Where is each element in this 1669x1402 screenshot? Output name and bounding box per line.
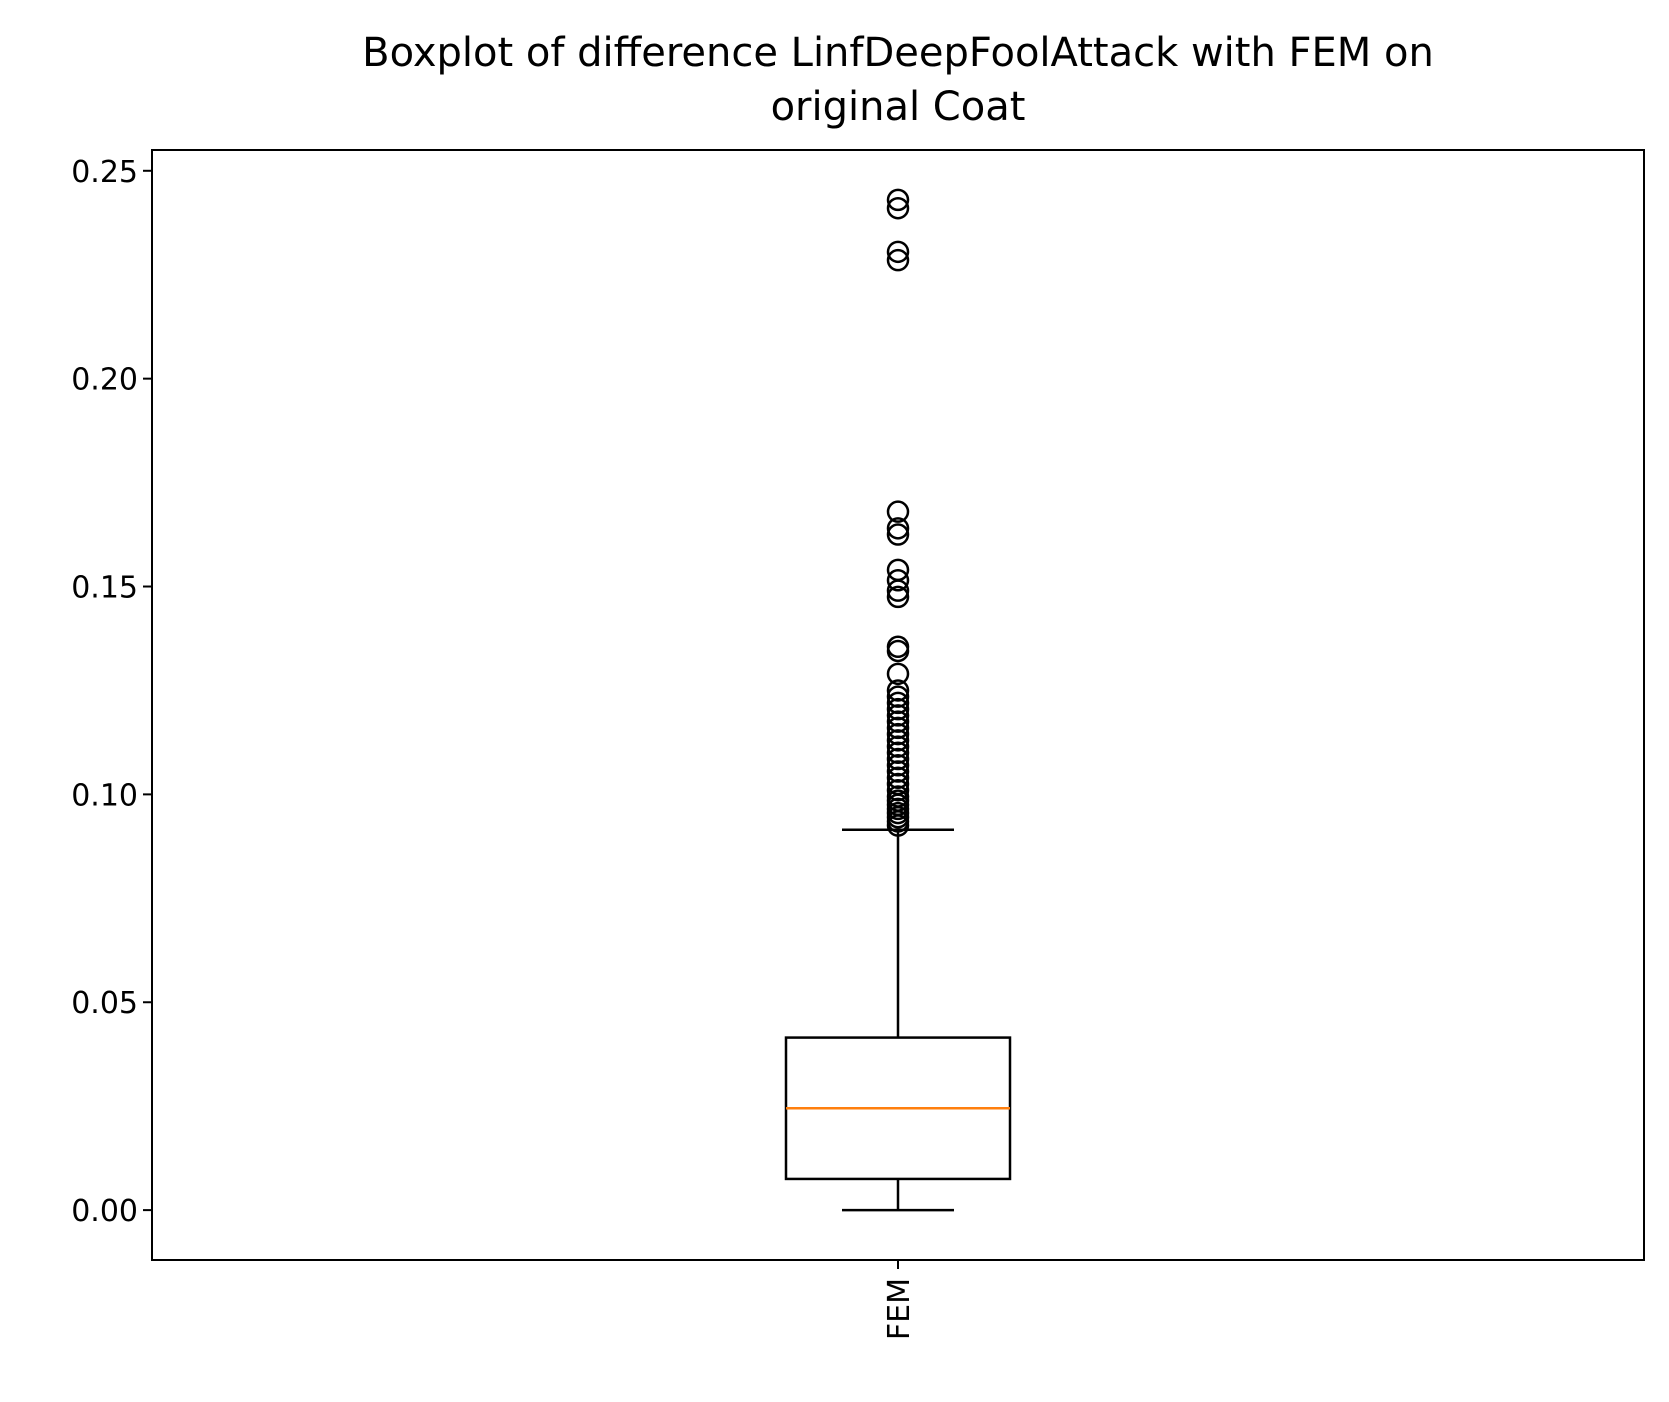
axes: 0.00 0.05 0.10 0.15 0.20 0.25 FEM [71,155,917,1340]
outlier-point [886,558,910,582]
chart-title-line-2: original Coat [771,84,1026,130]
outlier-point [886,662,910,686]
outlier-point [886,741,910,765]
outlier-point [886,635,910,659]
outlier-point [886,747,910,771]
outlier-point [886,188,910,212]
y-tick-label: 0.20 [71,363,138,398]
outlier-point [886,710,910,733]
outlier-point [886,754,910,777]
y-tick-label: 0.15 [71,571,138,606]
y-tick-label: 0.25 [71,155,138,190]
outlier-point [886,517,910,540]
outlier-point [886,697,910,721]
outlier-point [886,735,910,758]
outlier-point [886,785,910,808]
outlier-point [886,729,910,752]
outlier-point [886,704,910,727]
outlier-point [886,500,910,523]
plot-area [784,188,1012,1212]
outlier-point [886,716,910,740]
outlier-point [886,722,910,746]
outlier-point [886,196,910,220]
outlier-point [886,778,910,802]
outlier-point [886,691,910,715]
x-tick-label: FEM [882,1278,917,1340]
outlier-point [886,772,910,796]
y-tick-label: 0.00 [71,1194,138,1229]
box-group [784,188,1012,1212]
outlier-point [886,760,910,783]
outlier-point [886,685,910,708]
y-tick-label: 0.10 [71,778,138,813]
outlier-point [886,766,910,790]
y-tick-label: 0.05 [71,986,138,1021]
outlier-point [886,679,910,702]
outlier-point [886,248,910,272]
outlier-point [886,585,910,609]
chart-title-line-1: Boxplot of difference LinfDeepFoolAttack… [362,30,1434,76]
outlier-point [886,240,910,264]
outlier-point [886,569,910,592]
outlier-point [886,523,910,546]
